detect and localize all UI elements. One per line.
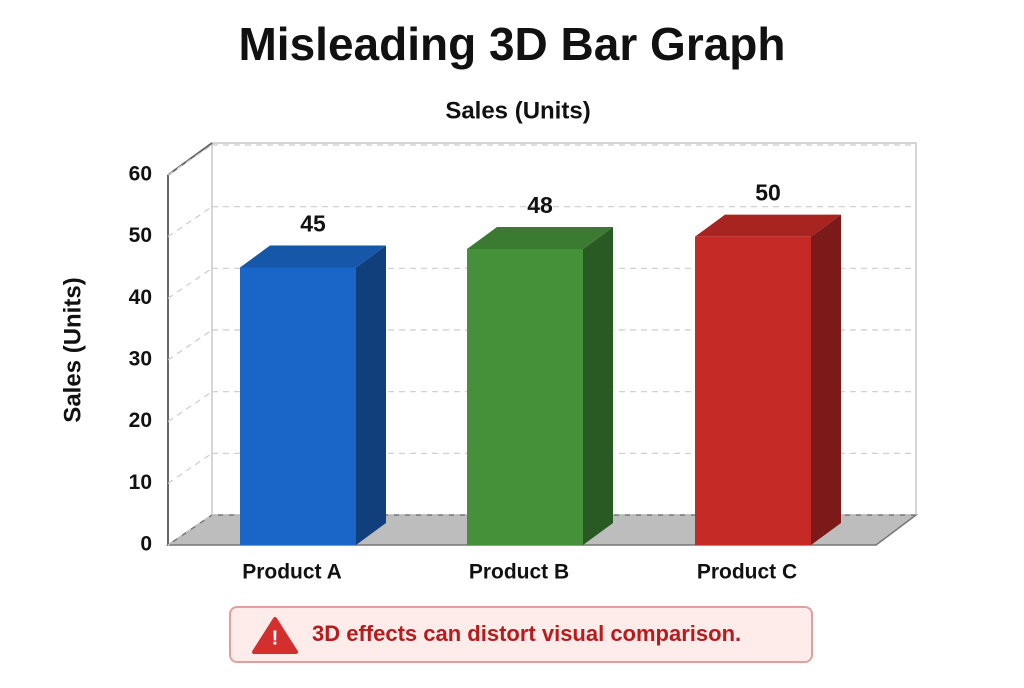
y-tick-label: 10: [129, 471, 152, 494]
y-tick-label: 0: [140, 533, 152, 556]
warning-icon: [252, 617, 298, 654]
chart-title: Misleading 3D Bar Graph: [238, 18, 785, 70]
x-tick-label: Product C: [697, 561, 797, 584]
grid-line-side: [167, 452, 213, 484]
grid-line-side: [167, 329, 213, 361]
x-tick-label: Product B: [469, 561, 569, 584]
bar-top: [467, 227, 613, 249]
y-tick-label: 30: [129, 348, 152, 371]
chart-subtitle: Sales (Units): [445, 97, 590, 124]
annotation-box: ! 3D effects can distort visual comparis…: [229, 606, 813, 663]
bar-side: [356, 245, 386, 545]
back-wall: [211, 142, 917, 515]
y-tick-label: 50: [129, 224, 152, 247]
warning-mark: !: [272, 627, 279, 649]
data-label: 48: [527, 192, 553, 218]
data-label: 50: [755, 180, 781, 206]
y-axis-label: Sales (Units): [59, 277, 86, 422]
y-tick-label: 60: [129, 163, 152, 186]
annotation-frame: [229, 606, 813, 663]
wall-edge: [167, 142, 213, 176]
y-tick-label: 40: [129, 286, 152, 309]
grid-line-side: [167, 206, 213, 238]
bar: [467, 249, 583, 545]
annotation: 3D effects can distort visual comparison…: [312, 621, 741, 646]
y-tick-label: 20: [129, 409, 152, 432]
bar: [240, 267, 356, 545]
grid-line-side: [167, 391, 213, 423]
bar-top: [240, 245, 386, 268]
data-label: 45: [300, 211, 326, 237]
bar-top: [695, 214, 841, 237]
grid-line-side: [167, 144, 213, 176]
bar-side: [583, 227, 613, 545]
bar-side: [811, 214, 841, 545]
grid-line-side: [167, 267, 213, 299]
bar: [695, 236, 811, 545]
x-tick-label: Product A: [242, 561, 342, 584]
grid-line-side: [167, 514, 213, 546]
